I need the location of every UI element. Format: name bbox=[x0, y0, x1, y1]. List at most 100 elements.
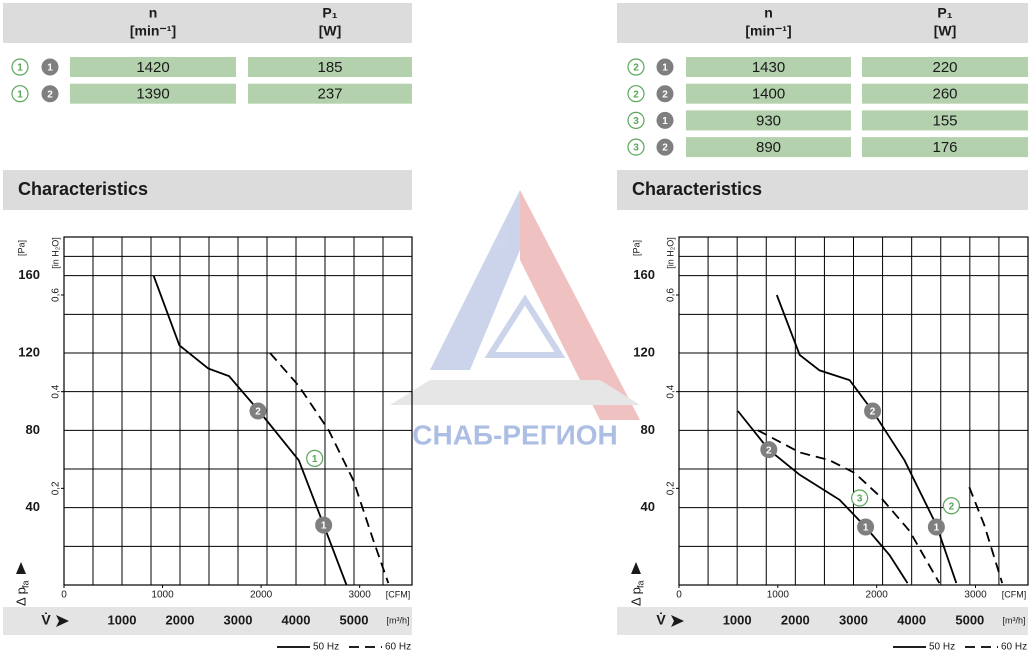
badge-label: 2 bbox=[47, 89, 53, 100]
y2-axis-unit: [in H₂O] bbox=[50, 237, 60, 269]
y2-tick-label: 0,6 bbox=[51, 288, 62, 302]
table-cell bbox=[686, 83, 851, 104]
y-axis-unit: [Pa] bbox=[16, 240, 26, 256]
badge-label: 1 bbox=[17, 63, 23, 74]
x2-tick-label: 0 bbox=[676, 590, 682, 601]
x2-tick-label: 1000 bbox=[151, 590, 174, 601]
y-tick-label: 120 bbox=[18, 344, 40, 359]
y2-tick-label: 0,6 bbox=[666, 288, 677, 302]
x-arrow bbox=[671, 615, 684, 627]
badge-label: 2 bbox=[255, 407, 261, 418]
badge-circle bbox=[760, 441, 778, 459]
table-cell bbox=[686, 137, 851, 158]
badge-label: 1 bbox=[312, 454, 318, 465]
badge-circle bbox=[851, 489, 869, 507]
point-badge: 2 bbox=[656, 85, 674, 103]
y2-tick-label: 0,2 bbox=[51, 481, 62, 495]
cell-value: 1400 bbox=[752, 86, 785, 103]
section-band bbox=[617, 170, 1028, 210]
table-cell bbox=[862, 110, 1028, 131]
point-badge: 2 bbox=[249, 402, 267, 420]
curve-badge: 2 bbox=[942, 497, 960, 515]
badge-circle bbox=[927, 518, 945, 536]
x2-tick-label: 0 bbox=[61, 590, 67, 601]
x2-tick-label: 3000 bbox=[964, 590, 987, 601]
y-tick-label: 80 bbox=[641, 422, 655, 437]
x-tick-label: 1000 bbox=[108, 612, 137, 627]
badge-label: 2 bbox=[766, 445, 772, 456]
x-axis-band bbox=[3, 607, 412, 635]
curve bbox=[737, 410, 909, 584]
badge-label: 3 bbox=[857, 494, 863, 505]
x2-tick-label: 3000 bbox=[349, 590, 372, 601]
badge-label: 1 bbox=[934, 523, 940, 534]
x-tick-label: 5000 bbox=[340, 612, 369, 627]
badge-circle bbox=[306, 449, 324, 467]
badge-circle bbox=[41, 58, 59, 76]
logo-shape bbox=[430, 190, 520, 370]
point-badge: 2 bbox=[864, 402, 882, 420]
badge-circle bbox=[656, 138, 674, 156]
badge-circle bbox=[864, 402, 882, 420]
chart-title: Characteristics bbox=[632, 179, 762, 199]
legend-label: 60 Hz bbox=[385, 642, 411, 653]
table-header bbox=[3, 3, 412, 43]
y2-tick-label: 0,4 bbox=[51, 384, 62, 398]
point-badge: 2 bbox=[656, 138, 674, 156]
x2-tick-label: 2000 bbox=[866, 590, 889, 601]
point-badge: 2 bbox=[41, 85, 59, 103]
table-header bbox=[617, 3, 1028, 43]
curve bbox=[775, 294, 958, 584]
watermark-logo bbox=[390, 190, 640, 420]
point-badge: 1 bbox=[857, 518, 875, 536]
badge-label: 2 bbox=[662, 143, 668, 154]
y-tick-label: 160 bbox=[18, 267, 40, 282]
table-cell bbox=[862, 83, 1028, 104]
x-tick-label: 3000 bbox=[839, 612, 868, 627]
badge-circle bbox=[656, 111, 674, 129]
badge-label: 2 bbox=[870, 407, 876, 418]
badge-circle bbox=[942, 497, 960, 515]
badge-label: 2 bbox=[633, 89, 639, 100]
badge-circle bbox=[857, 518, 875, 536]
cell-value: 930 bbox=[756, 112, 781, 129]
column-unit: [min⁻¹] bbox=[745, 23, 791, 39]
cell-value: 220 bbox=[932, 59, 957, 76]
y2-axis-unit: [in H₂O] bbox=[665, 237, 675, 269]
curve-badge: 1 bbox=[11, 58, 29, 76]
x-tick-label: 5000 bbox=[955, 612, 984, 627]
table-cell bbox=[862, 137, 1028, 158]
curve-badge: 2 bbox=[627, 58, 645, 76]
x-tick-label: 3000 bbox=[224, 612, 253, 627]
badge-circle bbox=[627, 111, 645, 130]
badge-label: 2 bbox=[662, 89, 668, 100]
x-arrow bbox=[56, 615, 69, 627]
table-cell bbox=[686, 57, 851, 77]
badge-circle bbox=[627, 85, 645, 103]
legend-label: 60 Hz bbox=[1001, 642, 1027, 653]
badge-circle bbox=[656, 58, 674, 76]
point-badge: 1 bbox=[656, 58, 674, 76]
x-tick-label: 4000 bbox=[282, 612, 311, 627]
y2-tick-label: 0,4 bbox=[666, 384, 677, 398]
y2-tick-label: 0,2 bbox=[666, 481, 677, 495]
x-axis-unit: [m³/h] bbox=[386, 615, 409, 625]
logo-shape bbox=[484, 294, 566, 358]
curve-badge: 3 bbox=[627, 111, 645, 130]
x-tick-label: 2000 bbox=[166, 612, 195, 627]
cell-value: 1420 bbox=[136, 59, 169, 76]
curve bbox=[152, 275, 348, 586]
cell-value: 260 bbox=[932, 86, 957, 103]
x-tick-label: 2000 bbox=[781, 612, 810, 627]
y-symbol: Δ p bbox=[628, 587, 643, 606]
y-tick-label: 40 bbox=[26, 499, 40, 514]
table-cell bbox=[862, 57, 1028, 77]
column-unit: [W] bbox=[319, 23, 342, 39]
x-symbol: V̇ bbox=[41, 612, 51, 628]
curve bbox=[269, 352, 390, 584]
column-symbol: n bbox=[764, 5, 773, 21]
y-tick-label: 40 bbox=[641, 499, 655, 514]
table-cell bbox=[248, 83, 412, 104]
column-symbol: P₁ bbox=[322, 5, 337, 21]
